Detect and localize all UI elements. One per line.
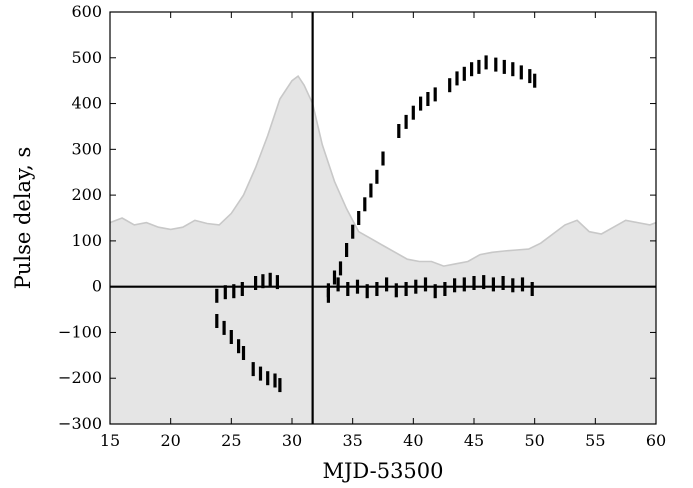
data-point <box>346 282 350 296</box>
data-point <box>251 362 255 377</box>
data-point <box>411 105 415 120</box>
data-point <box>385 277 389 292</box>
data-point <box>326 288 330 303</box>
data-point <box>275 275 279 290</box>
data-point <box>443 282 447 296</box>
data-point <box>519 65 523 80</box>
data-point <box>404 114 408 129</box>
background-area <box>110 76 656 424</box>
y-tick-label: 0 <box>92 277 102 296</box>
y-tick-label: 600 <box>71 2 102 21</box>
background-profile <box>110 74 656 424</box>
y-tick-label: 300 <box>71 139 102 158</box>
data-point <box>363 197 367 212</box>
x-tick-label: 45 <box>464 431 484 450</box>
x-tick-label: 30 <box>282 431 302 450</box>
x-tick-label: 55 <box>585 431 605 450</box>
data-point <box>268 272 272 287</box>
data-point <box>530 282 534 296</box>
data-point <box>494 57 498 72</box>
x-axis-title: MJD-53500 <box>322 459 443 483</box>
data-point <box>419 96 423 111</box>
data-point <box>375 169 379 184</box>
data-point <box>511 62 515 77</box>
x-tick-label: 60 <box>646 431 666 450</box>
data-point <box>472 276 476 290</box>
y-tick-label: 400 <box>71 94 102 113</box>
plot-frame <box>109 11 657 425</box>
data-point <box>365 284 369 299</box>
data-point <box>511 278 515 293</box>
y-tick-label: −300 <box>58 414 102 433</box>
data-point <box>254 276 258 290</box>
data-point <box>351 224 355 239</box>
data-point <box>237 339 241 354</box>
data-point <box>426 92 430 106</box>
data-point <box>258 366 263 381</box>
data-point <box>241 346 246 360</box>
data-point <box>215 314 219 328</box>
data-point <box>404 282 408 296</box>
data-point <box>336 277 340 292</box>
data-point <box>491 277 495 292</box>
data-point <box>332 270 337 285</box>
y-tick-label: 100 <box>71 231 102 250</box>
y-tick-label: −200 <box>58 368 102 387</box>
data-point <box>345 243 349 257</box>
data-point <box>423 277 428 292</box>
x-tick-label: 15 <box>100 431 120 450</box>
reference-lines <box>110 12 656 424</box>
axis-ticks <box>109 11 657 425</box>
data-point <box>229 330 233 344</box>
data-point <box>338 261 343 276</box>
data-point <box>397 124 401 138</box>
background-line <box>110 74 656 267</box>
x-tick-label: 50 <box>524 431 544 450</box>
data-point <box>433 87 437 102</box>
data-point <box>462 66 466 81</box>
data-point <box>528 69 532 84</box>
data-point <box>381 151 385 166</box>
y-tick-labels: −300 −200 −100 0 100 200 300 400 500 600 <box>58 2 102 433</box>
x-tick-labels: 15 20 25 30 35 40 45 50 55 60 <box>100 431 666 450</box>
data-point <box>261 274 265 289</box>
y-axis-title: Pulse delay, s <box>11 147 35 290</box>
data-point <box>533 73 537 88</box>
x-tick-label: 35 <box>342 431 362 450</box>
data-point <box>520 277 525 292</box>
data-point <box>240 282 244 296</box>
data-point <box>433 284 437 299</box>
data-point <box>375 282 379 296</box>
x-tick-label: 25 <box>221 431 241 450</box>
x-tick-label: 20 <box>160 431 180 450</box>
data-point <box>502 59 506 74</box>
data-point <box>470 62 474 77</box>
data-point <box>278 378 282 393</box>
data-point <box>232 284 236 299</box>
data-point <box>215 288 219 303</box>
y-tick-label: 500 <box>71 48 102 67</box>
data-point <box>462 277 466 292</box>
data-point <box>369 183 373 198</box>
data-point <box>448 78 452 93</box>
data-point <box>455 71 459 86</box>
data-point <box>355 279 360 294</box>
data-point <box>482 275 486 290</box>
data-points <box>215 55 537 393</box>
data-point <box>266 371 270 386</box>
data-point <box>273 373 277 388</box>
data-point <box>484 55 488 70</box>
x-tick-label: 40 <box>403 431 423 450</box>
data-point <box>394 283 398 298</box>
data-point <box>453 278 457 293</box>
data-point <box>501 276 505 290</box>
data-point <box>222 320 226 335</box>
data-point <box>477 59 481 74</box>
data-point <box>414 279 418 294</box>
data-point <box>357 211 361 225</box>
y-tick-label: −100 <box>58 322 102 341</box>
data-point <box>223 285 227 300</box>
y-tick-label: 200 <box>71 185 102 204</box>
